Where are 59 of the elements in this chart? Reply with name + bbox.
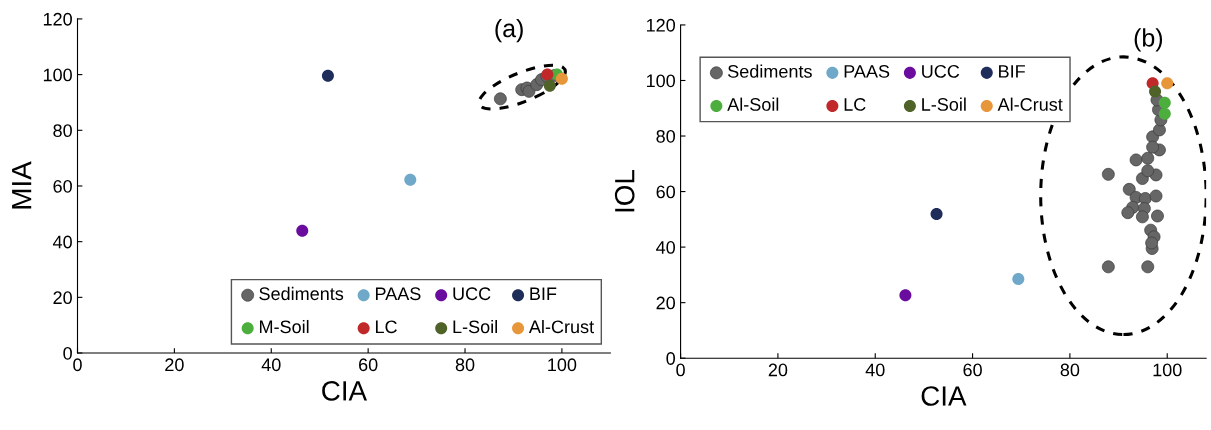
legend-label: BIF [530,287,557,300]
x-tick-label: 80 [455,358,475,372]
y-tick-label: 120 [646,18,676,32]
point [404,173,417,186]
y-tick-label: 20 [53,291,72,305]
legend-label: M-Soil [259,319,309,334]
y-tick-label: 120 [43,12,72,26]
point [1158,96,1171,109]
x-tick-label: 60 [359,358,378,372]
legend-label: BIF [999,65,1025,78]
x-tick-label: 100 [1153,363,1182,377]
point [543,79,556,92]
x-tick-label: 60 [963,363,982,377]
y-tick-label: 40 [656,241,676,254]
y-tick-label: 80 [656,129,676,143]
legend-label: Al-Soil [727,97,779,111]
y-tick-label: 80 [53,124,72,138]
y-axis-title: MIA [12,161,32,209]
legend-label: UCC [453,287,491,301]
y-tick-label: 100 [646,74,676,88]
legend-label: Sediments [728,64,812,78]
legend-label: Sediments [259,286,344,301]
x-axis-title: CIA [322,381,368,401]
y-tick-label: 100 [43,68,72,82]
y-axis-title: IOL [614,170,635,212]
annotation: (b) [1134,28,1163,52]
x-tick-label: 0 [676,363,685,377]
x-tick-label: 20 [165,358,184,372]
annotation: (a) [495,18,523,43]
x-tick-label: 40 [261,358,281,372]
legend-label: LC [844,98,866,111]
point [321,69,334,82]
x-tick-label: 0 [73,358,82,372]
y-tick-label: 60 [53,179,72,193]
point [899,289,912,302]
y-tick-label: 0 [63,346,72,360]
x-tick-label: 20 [768,363,788,377]
y-tick-label: 60 [656,185,676,199]
point [1161,77,1174,90]
legend-label: Al-Crust [997,97,1063,111]
point [1149,85,1162,98]
legend-label: PAAS [375,287,421,301]
point [555,72,568,85]
legend-label: UCC [922,64,960,78]
point [1012,273,1025,286]
point [296,224,309,237]
point [930,208,943,221]
legend-label: Al-Crust [528,319,594,334]
y-tick-label: 40 [52,235,72,249]
point [1158,107,1171,120]
x-tick-label: 80 [1060,363,1080,377]
legend-label: LC [375,320,397,334]
x-axis-title: CIA [921,386,967,406]
x-tick-label: 100 [548,358,577,372]
legend-label: L-Soil [922,97,966,111]
legend-label: L-Soil [453,319,497,334]
y-tick-label: 20 [656,296,676,310]
x-tick-label: 40 [865,363,885,377]
legend-label: PAAS [844,64,890,78]
